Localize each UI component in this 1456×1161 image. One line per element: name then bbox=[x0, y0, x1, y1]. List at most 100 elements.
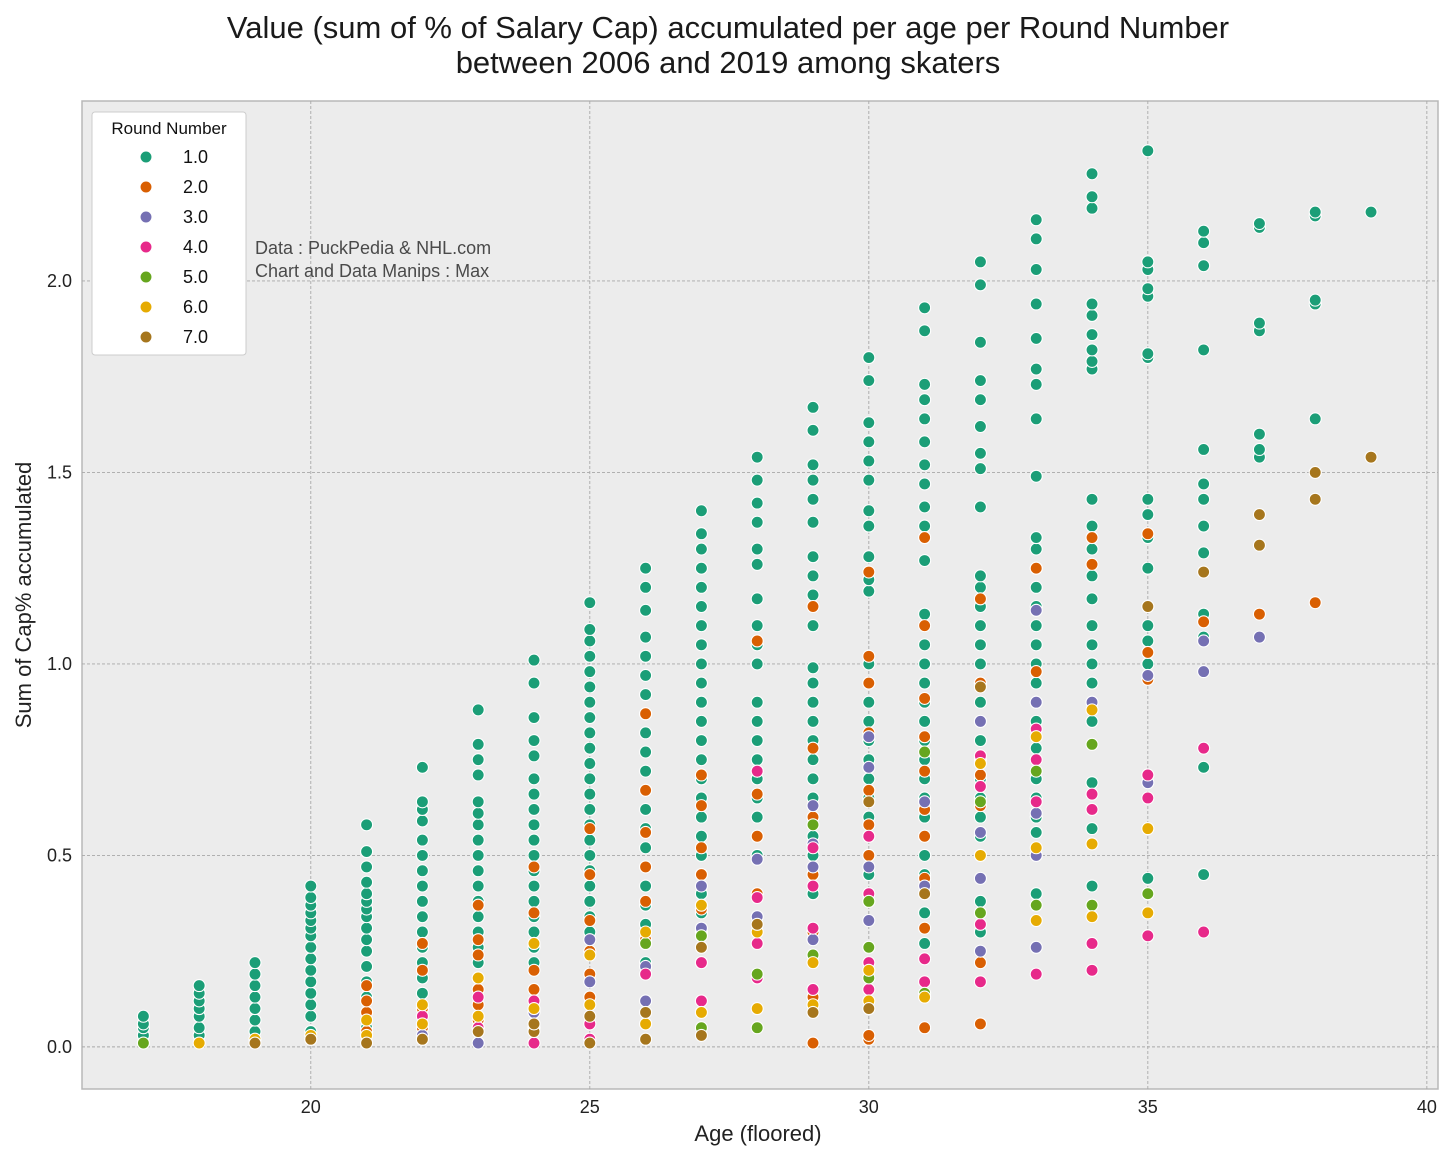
data-point bbox=[973, 1017, 987, 1031]
data-point bbox=[415, 910, 429, 924]
data-point bbox=[973, 569, 987, 583]
data-point bbox=[1085, 776, 1099, 790]
data-point bbox=[360, 944, 374, 958]
data-point bbox=[862, 1002, 876, 1016]
data-point bbox=[862, 695, 876, 709]
data-point bbox=[471, 1036, 485, 1050]
legend-label: 2.0 bbox=[183, 177, 208, 197]
data-point bbox=[1085, 201, 1099, 215]
data-point bbox=[471, 879, 485, 893]
data-point bbox=[694, 753, 708, 767]
data-point bbox=[639, 925, 653, 939]
data-point bbox=[1141, 527, 1155, 541]
data-point bbox=[1029, 580, 1043, 594]
data-point bbox=[806, 860, 820, 874]
annotation-line-1: Data : PuckPedia & NHL.com bbox=[255, 238, 491, 258]
data-point bbox=[136, 1036, 150, 1050]
data-point bbox=[1085, 167, 1099, 181]
data-point bbox=[527, 802, 541, 816]
data-point bbox=[583, 998, 597, 1012]
data-point bbox=[806, 956, 820, 970]
data-point bbox=[862, 730, 876, 744]
data-point bbox=[694, 940, 708, 954]
data-point bbox=[1197, 492, 1211, 506]
chart-title-line-2: between 2006 and 2019 among skaters bbox=[456, 45, 1001, 80]
data-point bbox=[806, 473, 820, 487]
data-point bbox=[583, 822, 597, 836]
legend-marker bbox=[139, 240, 153, 254]
data-point bbox=[583, 879, 597, 893]
data-point bbox=[304, 1032, 318, 1046]
data-point bbox=[583, 665, 597, 679]
data-point bbox=[973, 335, 987, 349]
data-point bbox=[750, 810, 764, 824]
legend-label: 6.0 bbox=[183, 297, 208, 317]
data-point bbox=[1141, 906, 1155, 920]
data-point bbox=[806, 515, 820, 529]
data-point bbox=[639, 936, 653, 951]
data-point bbox=[862, 435, 876, 449]
data-point bbox=[1029, 531, 1043, 545]
data-point bbox=[1029, 841, 1043, 855]
data-point bbox=[360, 994, 374, 1008]
data-point bbox=[1085, 910, 1099, 924]
data-point bbox=[750, 714, 764, 728]
data-point bbox=[750, 967, 764, 981]
data-point bbox=[806, 1005, 820, 1019]
data-point bbox=[527, 906, 541, 920]
data-point bbox=[1308, 412, 1322, 426]
data-point bbox=[750, 634, 764, 648]
data-point bbox=[583, 695, 597, 709]
data-point bbox=[973, 795, 987, 809]
data-point bbox=[918, 887, 932, 901]
data-point bbox=[862, 760, 876, 774]
data-point bbox=[973, 255, 987, 269]
data-point bbox=[862, 416, 876, 430]
data-point bbox=[1141, 871, 1155, 885]
data-point bbox=[360, 818, 374, 832]
data-point bbox=[862, 550, 876, 564]
data-point bbox=[973, 756, 987, 771]
data-point bbox=[862, 714, 876, 728]
data-point bbox=[360, 887, 374, 901]
data-point bbox=[1029, 967, 1043, 981]
data-point bbox=[192, 1036, 206, 1050]
data-point bbox=[415, 936, 429, 951]
data-point bbox=[1085, 714, 1099, 728]
data-point bbox=[639, 649, 653, 663]
data-point bbox=[694, 956, 708, 970]
data-point bbox=[918, 952, 932, 966]
data-point bbox=[862, 565, 876, 579]
data-point bbox=[471, 818, 485, 832]
data-point bbox=[1308, 205, 1322, 219]
data-point bbox=[583, 710, 597, 725]
data-point bbox=[583, 756, 597, 771]
data-point bbox=[1029, 795, 1043, 809]
chart-title-line-1: Value (sum of % of Salary Cap) accumulat… bbox=[227, 10, 1229, 45]
data-point bbox=[750, 515, 764, 529]
data-point bbox=[415, 998, 429, 1012]
data-point bbox=[248, 1013, 262, 1027]
data-point bbox=[750, 787, 764, 801]
data-point bbox=[583, 596, 597, 610]
data-point bbox=[1197, 565, 1211, 579]
data-point bbox=[583, 634, 597, 648]
data-point bbox=[583, 833, 597, 847]
data-point bbox=[694, 695, 708, 709]
data-point bbox=[694, 1028, 708, 1042]
data-point bbox=[694, 657, 708, 671]
data-point bbox=[973, 917, 987, 931]
data-point bbox=[973, 419, 987, 434]
data-point bbox=[304, 998, 318, 1012]
data-point bbox=[1029, 753, 1043, 767]
data-point bbox=[1141, 645, 1155, 659]
data-point bbox=[1029, 232, 1043, 246]
data-point bbox=[862, 772, 876, 786]
data-point bbox=[248, 1002, 262, 1016]
data-point bbox=[527, 733, 541, 748]
data-point bbox=[527, 848, 541, 862]
data-point bbox=[918, 1021, 932, 1035]
data-point bbox=[527, 787, 541, 801]
data-point bbox=[973, 871, 987, 885]
